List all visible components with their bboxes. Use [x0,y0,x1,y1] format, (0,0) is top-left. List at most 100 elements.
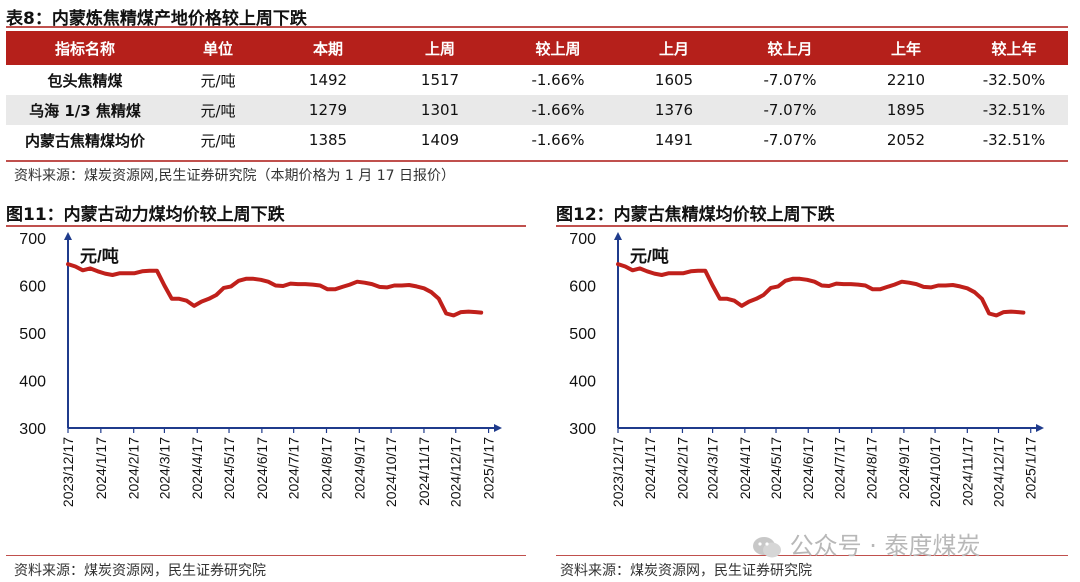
x-tick-label: 2024/12/17 [990,437,1006,507]
table-row: 乌海 1/3 焦精煤 元/吨 1279 1301 -1.66% 1376 -7.… [6,95,1068,125]
x-tick-label: 2024/6/17 [254,437,270,499]
x-tick-label: 2023/12/17 [610,437,626,507]
wechat-icon [753,537,781,558]
series-line [616,262,1026,318]
x-tick-label: 2024/4/17 [189,437,205,499]
header-cell: 上月 [620,31,728,65]
x-tick-label: 2024/5/17 [221,437,237,499]
chart-12-bottom-rule [556,555,1068,556]
table-cell: 元/吨 [200,71,236,90]
table-bottom-rule [6,160,1068,162]
y-axis-unit-label: 元/吨 [80,246,119,266]
y-axis-arrow [64,232,72,240]
x-tick-label: 2024/4/17 [737,437,753,499]
table-row: 包头焦精煤 元/吨 1492 1517 -1.66% 1605 -7.07% 2… [6,65,1068,95]
table-cell: 1517 [420,71,460,89]
table-cell: -7.07% [763,131,817,149]
header-cell: 上年 [852,31,960,65]
x-tick-label: 2024/9/17 [351,437,367,499]
chart-11: 300 400 500 600 700 元/吨 2023/12/17 2024/1/17 202… [19,231,502,507]
x-tick-label: 2024/11/17 [959,437,975,506]
table-cell: -1.66% [496,95,620,125]
y-tick-label: 400 [19,374,46,391]
table-title: 表8：内蒙炼焦精煤产地价格较上周下跌 [6,9,307,29]
x-tick-label: 2024/5/17 [768,437,784,499]
y-tick-label: 500 [19,326,46,343]
table-cell: 2052 [886,131,926,149]
table-cell: -1.66% [531,131,585,149]
x-tick-label: 2024/10/17 [927,437,943,507]
table-cell: -32.51% [960,95,1068,125]
chart-11-bottom-rule [6,555,526,556]
x-tick-label: 2024/9/17 [896,437,912,499]
x-tick-label: 2024/3/17 [156,437,172,499]
chart-11-source-note: 资料来源：煤炭资源网，民生证券研究院 [14,563,266,579]
table-cell: 1491 [654,131,694,149]
chart-12-source-note: 资料来源：煤炭资源网，民生证券研究院 [560,563,812,579]
table-cell: 1895 [852,95,960,125]
x-tick-label: 2024/2/17 [674,437,690,499]
y-tick-label: 600 [19,279,46,296]
header-cell: 较上月 [728,31,852,65]
x-tick-label: 2024/6/17 [800,437,816,499]
table-cell: 乌海 1/3 焦精煤 [6,95,164,125]
y-axis-unit-label: 元/吨 [630,246,669,266]
x-axis-arrow [1036,424,1044,432]
table-cell: -32.51% [982,131,1046,149]
watermark: 公众号 · 泰度煤炭 [752,526,981,561]
chart-11-title: 图11：内蒙古动力煤均价较上周下跌 [6,205,285,225]
table-cell: -32.50% [982,71,1046,89]
table-cell: 内蒙古焦精煤均价 [24,131,145,150]
table-header-row: 指标名称 单位 本期 上周 较上周 上月 较上月 上年 较上年 [6,31,1068,65]
header-cell: 指标名称 [6,31,164,65]
x-tick-label: 2025/1/17 [481,437,497,499]
y-tick-label: 500 [569,326,596,343]
y-axis-arrow [614,232,622,240]
header-cell: 单位 [164,31,272,65]
header-cell: 较上周 [496,31,620,65]
x-tick-label: 2024/7/17 [831,437,847,499]
x-tick-label: 2025/1/17 [1023,437,1039,499]
table-cell: 1409 [420,131,460,149]
table-source-note: 资料来源：煤炭资源网,民生证券研究院（本期价格为 1 月 17 日报价） [14,168,455,184]
chart-11-top-rule [6,225,526,227]
table-cell: -1.66% [531,71,585,89]
x-tick-label: 2024/10/17 [383,437,399,507]
table-cell: 1385 [308,131,348,149]
header-cell: 上周 [384,31,496,65]
chart-12-title: 图12：内蒙古焦精煤均价较上周下跌 [556,205,835,225]
table-cell: 1301 [384,95,496,125]
table-cell: 1376 [620,95,728,125]
x-axis-arrow [494,424,502,432]
y-tick-label: 300 [19,421,46,438]
series-line [66,262,484,318]
table-cell: 1492 [308,71,348,89]
x-tick-label: 2024/8/17 [864,437,880,499]
table-cell: 1279 [272,95,384,125]
y-tick-label: 300 [569,421,596,438]
table-cell: -7.07% [728,95,852,125]
x-tick-label: 2024/11/17 [416,437,432,506]
y-tick-label: 600 [569,279,596,296]
price-table: 指标名称 单位 本期 上周 较上周 上月 较上月 上年 较上年 包头焦精煤 元/… [6,31,1068,155]
chart-12-top-rule [556,225,1068,227]
x-tick-label: 2024/3/17 [705,437,721,499]
x-tick-label: 2024/8/17 [318,437,334,499]
table-cell: -7.07% [763,71,817,89]
chart-12: 300 400 500 600 700 元/吨 2023/12/17 2024/1/17 202… [569,231,1044,507]
y-tick-label: 700 [19,231,46,248]
table-top-rule [6,26,1068,28]
x-tick-label: 2024/2/17 [126,437,142,499]
y-tick-label: 400 [569,374,596,391]
watermark-text: 公众号 · 泰度煤炭 [789,532,981,560]
x-tick-label: 2024/1/17 [642,437,658,499]
table-row: 内蒙古焦精煤均价 元/吨 1385 1409 -1.66% 1491 -7.07… [6,125,1068,155]
table-cell: 2210 [886,71,926,89]
table-cell: 包头焦精煤 [47,71,123,90]
x-tick-label: 2024/1/17 [93,437,109,499]
y-tick-label: 700 [569,231,596,248]
table-cell: 元/吨 [200,131,236,150]
table-cell: 元/吨 [164,95,272,125]
x-tick-label: 2024/7/17 [286,437,302,499]
table-cell: 1605 [654,71,694,89]
